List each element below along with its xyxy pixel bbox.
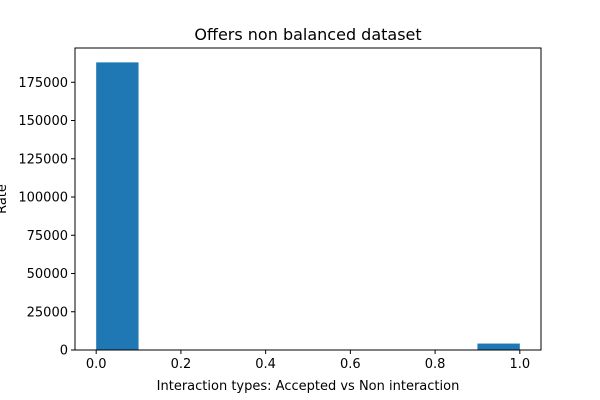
y-axis-label: Rate (0, 184, 10, 214)
bar-0 (96, 62, 139, 350)
y-tick-label: 25000 (27, 305, 68, 320)
bars-group (96, 62, 520, 350)
x-tick-label: 0.4 (255, 357, 276, 372)
plot-frame (74, 47, 542, 351)
y-tick-label: 125000 (18, 152, 68, 167)
y-tick-label: 150000 (18, 114, 68, 129)
y-tick-label: 175000 (18, 76, 68, 91)
x-tick-label: 0.0 (86, 357, 107, 372)
x-axis-ticks: 0.0 0.2 0.4 0.6 0.8 1.0 (86, 350, 530, 372)
y-axis-ticks: 0 25000 50000 75000 100000 125000 150000 175000 (18, 76, 75, 359)
y-tick-label: 75000 (27, 229, 68, 244)
x-tick-label: 1.0 (509, 357, 530, 372)
x-tick-label: 0.6 (340, 357, 361, 372)
y-tick-label: 50000 (27, 267, 68, 282)
y-tick-label: 0 (60, 344, 68, 359)
chart-title: Offers non balanced dataset (194, 25, 421, 44)
x-tick-label: 0.8 (425, 357, 446, 372)
x-tick-label: 0.2 (171, 357, 192, 372)
x-axis-label: Interaction types: Accepted vs Non inter… (157, 379, 460, 394)
y-tick-label: 100000 (18, 191, 68, 206)
bar-1 (477, 343, 520, 350)
